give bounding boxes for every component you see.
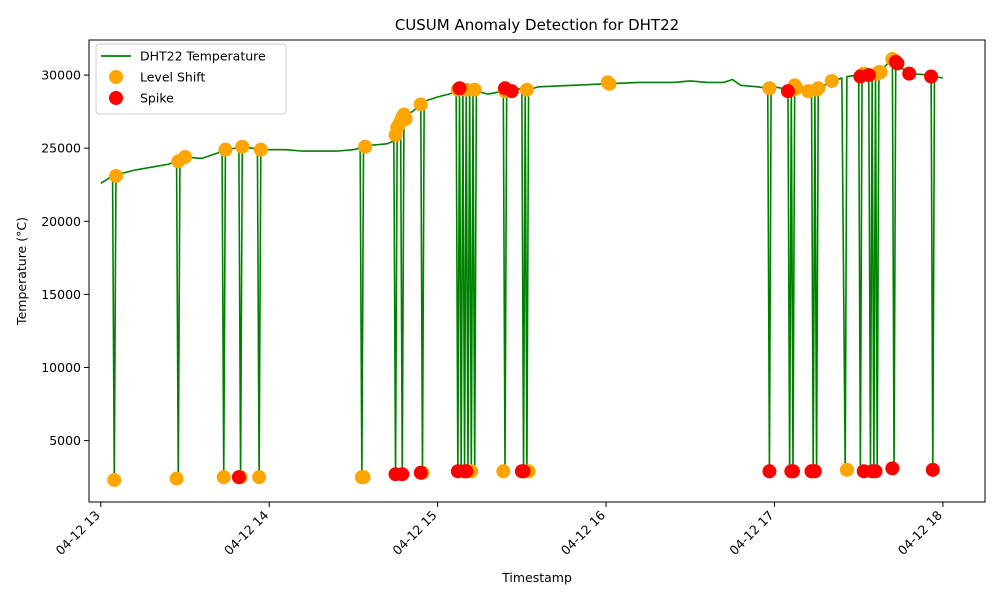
level-shift-point bbox=[216, 470, 231, 485]
spike-point bbox=[861, 68, 876, 83]
level-shift-point bbox=[235, 139, 250, 154]
level-shift-point bbox=[253, 142, 268, 157]
spike-point bbox=[413, 465, 428, 480]
legend-level-shift-label: Level Shift bbox=[140, 70, 205, 85]
level-shift-point bbox=[811, 81, 826, 96]
level-shift-point bbox=[358, 139, 373, 154]
y-tick-label: 10000 bbox=[41, 360, 81, 375]
spike-point bbox=[459, 464, 474, 479]
level-shift-point bbox=[356, 470, 371, 485]
legend-spike-label: Spike bbox=[140, 91, 174, 106]
spike-point bbox=[780, 84, 795, 99]
level-shift-point bbox=[108, 168, 123, 183]
chart-title: CUSUM Anomaly Detection for DHT22 bbox=[395, 16, 679, 34]
level-shift-point bbox=[762, 81, 777, 96]
y-tick-label: 25000 bbox=[41, 141, 81, 156]
plot-area-frame bbox=[88, 39, 986, 503]
level-shift-point bbox=[178, 149, 192, 164]
level-shift-point bbox=[107, 473, 122, 488]
y-tick-label: 15000 bbox=[41, 287, 81, 302]
spike-point bbox=[885, 461, 900, 476]
legend-spike-swatch bbox=[109, 91, 123, 105]
spike-point bbox=[231, 470, 246, 485]
legend-level-shift-swatch bbox=[109, 70, 123, 84]
level-shift-point bbox=[467, 82, 482, 97]
level-shift-point bbox=[824, 73, 839, 88]
spike-point bbox=[807, 464, 822, 479]
level-shift-point bbox=[519, 82, 534, 97]
spike-point bbox=[784, 464, 799, 479]
spike-point bbox=[395, 467, 410, 482]
y-tick-label: 30000 bbox=[41, 68, 81, 83]
spike-point bbox=[924, 69, 939, 84]
spike-point bbox=[452, 81, 467, 96]
legend-line-label: DHT22 Temperature bbox=[140, 49, 266, 64]
level-shift-point bbox=[252, 470, 267, 485]
legend-box bbox=[95, 43, 287, 115]
y-tick-label: 5000 bbox=[49, 433, 81, 448]
spike-point bbox=[516, 464, 531, 479]
level-shift-point bbox=[496, 464, 511, 479]
spike-point bbox=[504, 84, 519, 99]
level-shift-point bbox=[873, 65, 888, 80]
level-shift-point bbox=[218, 142, 233, 157]
level-shift-point bbox=[839, 462, 854, 477]
level-shift-point bbox=[398, 111, 413, 126]
y-tick-label: 20000 bbox=[41, 214, 81, 229]
level-shift-point bbox=[169, 471, 184, 486]
x-axis-label: Timestamp bbox=[501, 570, 572, 585]
y-axis: 5000 10000 15000 20000 25000 30000 bbox=[41, 68, 89, 448]
spike-point bbox=[868, 464, 883, 479]
spike-point bbox=[925, 462, 940, 477]
spike-point bbox=[762, 464, 777, 479]
level-shift-point bbox=[413, 97, 428, 112]
y-axis-label: Temperature (°C) bbox=[14, 217, 29, 326]
legend: DHT22 Temperature Level Shift Spike bbox=[95, 43, 287, 115]
level-shift-point bbox=[602, 76, 617, 91]
spike-point bbox=[902, 66, 917, 81]
spike-point bbox=[890, 56, 905, 71]
spike-series bbox=[231, 54, 940, 485]
